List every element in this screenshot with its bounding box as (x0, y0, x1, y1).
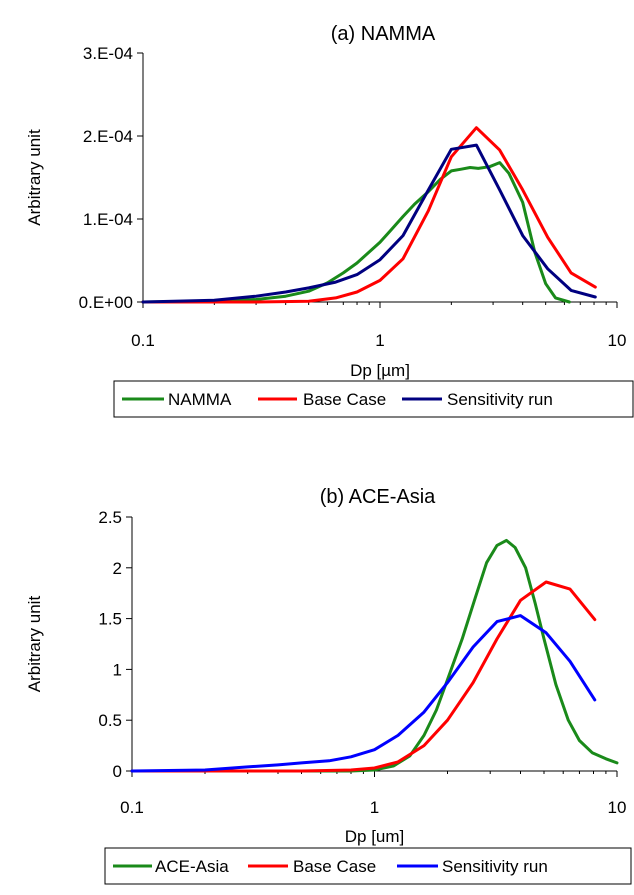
y-tick-label: 0 (113, 762, 122, 781)
x-axis-label: Dp [um] (345, 827, 405, 846)
legend-box (104, 847, 632, 885)
x-tick-label: 10 (608, 798, 627, 817)
y-tick-label: 0.5 (98, 711, 122, 730)
x-tick-label: 0.1 (120, 798, 144, 817)
chart-title: (b) ACE-Asia (320, 486, 436, 508)
legend-label: ACE-Asia (155, 857, 229, 876)
y-axis-label: Arbitrary unit (25, 596, 44, 693)
series-line-base-case (141, 126, 597, 304)
y-tick-label: 0.E+00 (79, 293, 133, 312)
legend: NAMMA Base Case Sensitivity run (113, 380, 634, 418)
legend-label: Base Case (303, 390, 386, 409)
chart-0: (a) NAMMA 0.E+00 1.E-04 2.E-04 3.E-04 0.1 1 10 D… (25, 23, 634, 418)
series-line-base-case (130, 580, 597, 773)
legend-box (113, 380, 634, 418)
y-tick-label: 2 (113, 559, 122, 578)
series-line-sensitivity-run (141, 143, 597, 304)
chart-title: (a) NAMMA (331, 23, 436, 45)
chart-1: (b) ACE-Asia 0 0.5 1 1.5 2 2.5 0.1 1 10 Dp [um] Arb… (25, 486, 632, 885)
series-line-sensitivity-run (130, 614, 597, 773)
x-tick-label: 0.1 (131, 331, 155, 350)
series-line-ace-asia (130, 538, 619, 773)
x-tick-label: 1 (370, 798, 379, 817)
y-tick-label: 2.E-04 (83, 127, 133, 146)
legend-label: Sensitivity run (447, 390, 553, 409)
y-tick-label: 1.E-04 (83, 210, 133, 229)
series-line-namma (141, 161, 571, 304)
x-axis-label: Dp [µm] (350, 361, 410, 380)
x-tick-label: 1 (375, 331, 384, 350)
legend: ACE-Asia Base Case Sensitivity run (104, 847, 632, 885)
legend-label: NAMMA (168, 390, 232, 409)
legend-label: Sensitivity run (442, 857, 548, 876)
y-tick-label: 2.5 (98, 508, 122, 527)
x-tick-label: 10 (608, 331, 627, 350)
y-tick-label: 3.E-04 (83, 44, 133, 63)
y-tick-label: 1.5 (98, 610, 122, 629)
y-tick-label: 1 (113, 660, 122, 679)
legend-label: Base Case (293, 857, 376, 876)
y-axis-label: Arbitrary unit (25, 129, 44, 226)
